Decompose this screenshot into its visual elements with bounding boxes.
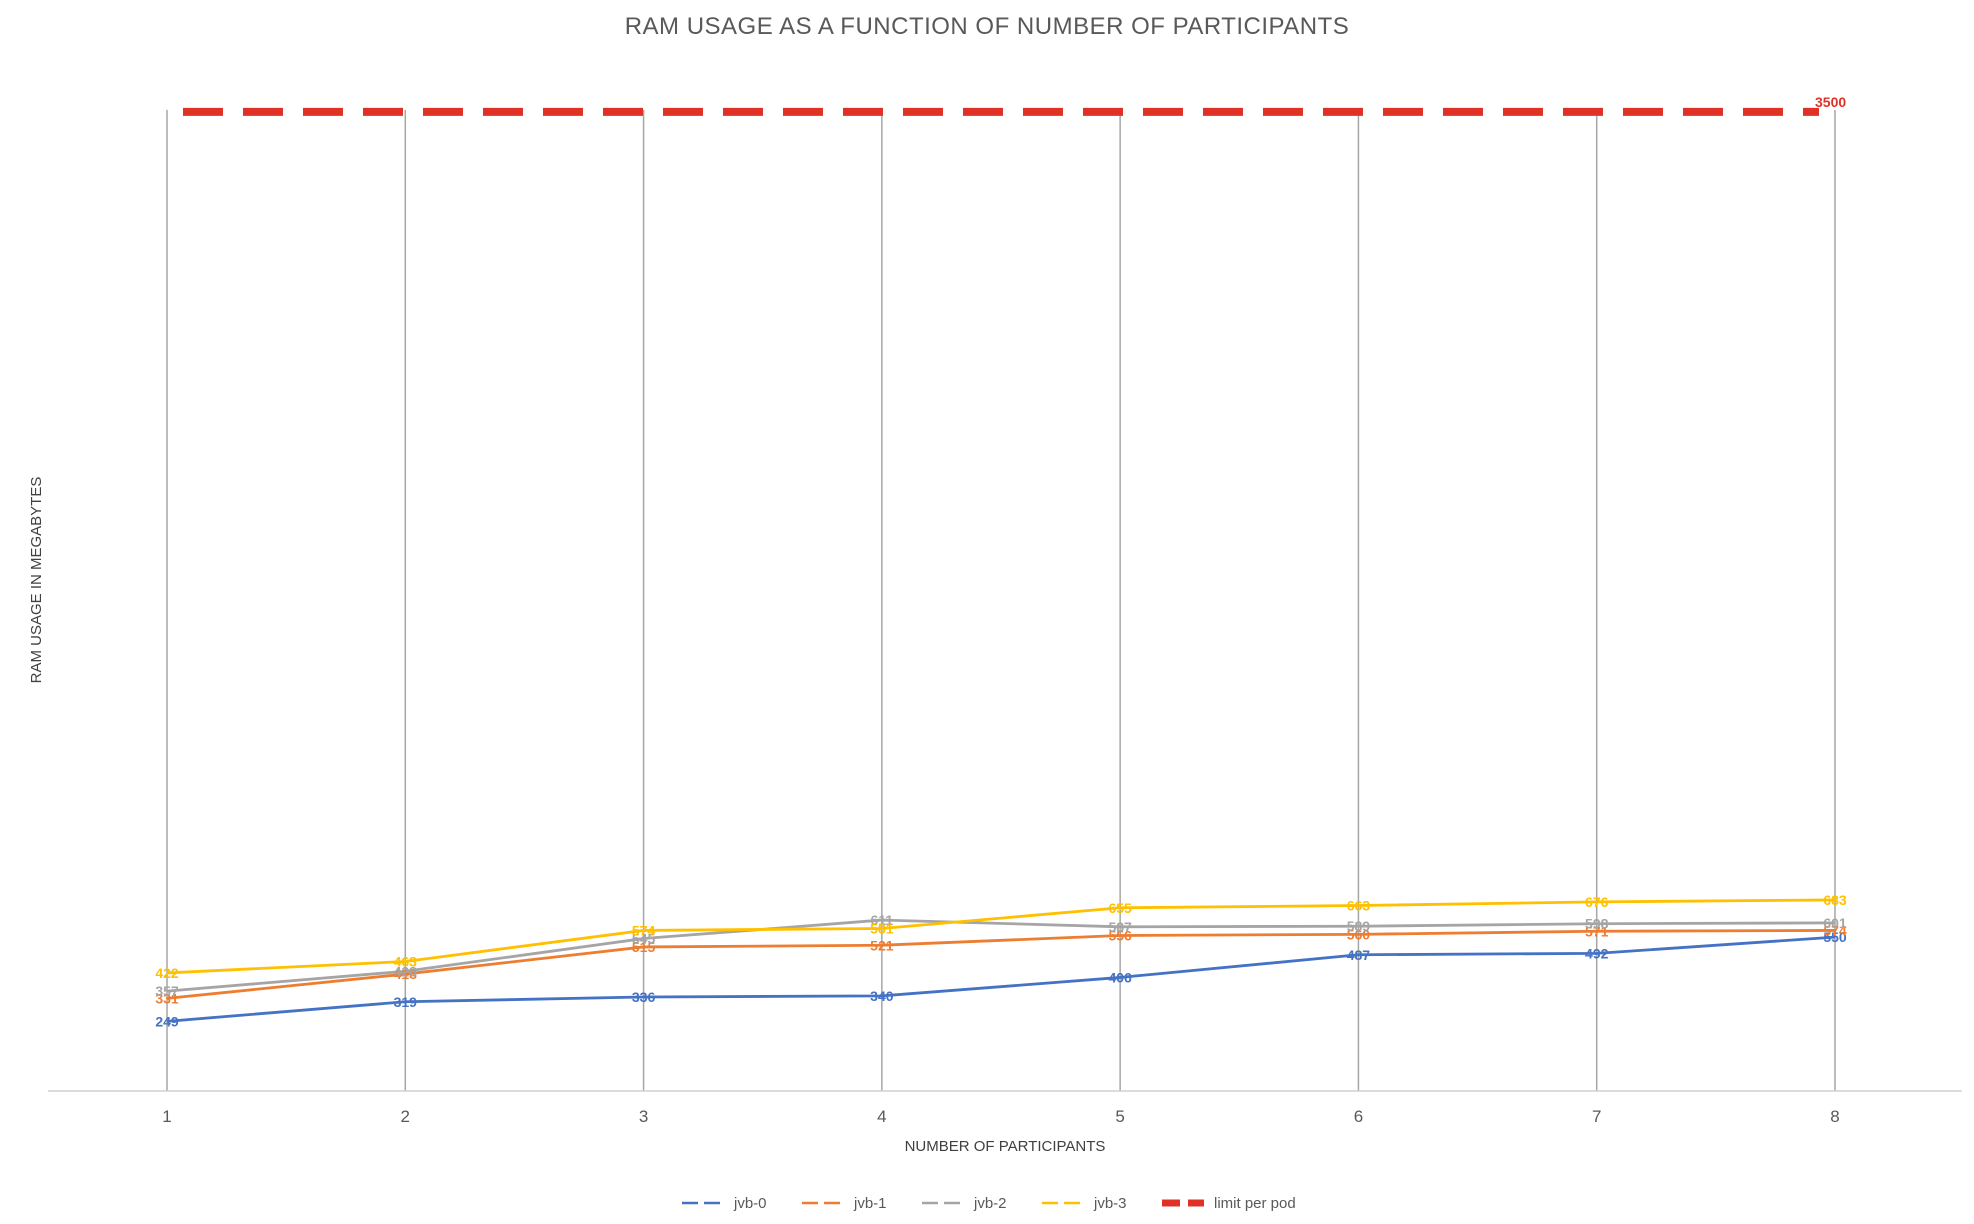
legend-item-jvb-1: jvb-1: [802, 1195, 887, 1212]
data-label-jvb-0: 336: [632, 989, 656, 1005]
chart-title: RAM USAGE AS A FUNCTION OF NUMBER OF PAR…: [625, 13, 1350, 40]
data-label-jvb-2: 589: [1347, 918, 1371, 934]
data-label-jvb-3: 581: [870, 920, 894, 936]
data-label-jvb-1: 556: [1108, 927, 1132, 943]
data-label-jvb-0: 340: [870, 988, 894, 1004]
data-label-jvb-2: 598: [1585, 916, 1609, 932]
x-tick-label: 4: [877, 1107, 886, 1126]
x-axis-title: NUMBER OF PARTICIPANTS: [905, 1138, 1106, 1155]
x-tick-labels: 1 2 3 4 5 6 7 8: [162, 1107, 1839, 1126]
data-label-jvb-1: 418: [394, 966, 418, 982]
x-tick-label: 5: [1115, 1107, 1124, 1126]
data-label-jvb-1: 515: [632, 939, 656, 955]
data-label-jvb-1: 521: [870, 937, 894, 953]
data-label-jvb-2: 587: [1108, 919, 1132, 935]
legend-item-limit-per-pod: limit per pod: [1162, 1195, 1296, 1212]
series-line-jvb-2: [166, 918, 1836, 993]
series-layer: [166, 107, 1836, 1023]
gridlines: [166, 109, 1836, 1091]
x-tick-label: 2: [401, 1107, 410, 1126]
data-label-jvb-2: 601: [1823, 915, 1847, 931]
data-labels: 3500 249 319 336 340 406 487 492 550 331 418 515 521…: [155, 94, 1847, 1029]
series-line-jvb-0: [166, 935, 1836, 1023]
data-label-jvb-2: 611: [871, 912, 894, 928]
x-tick-label: 1: [162, 1107, 171, 1126]
data-label-jvb-0: 406: [1108, 969, 1132, 985]
series-line-jvb-1: [166, 929, 1836, 1000]
x-tick-label: 6: [1354, 1107, 1363, 1126]
data-label-jvb-1: 571: [1585, 923, 1609, 939]
data-label-jvb-1: 574: [1823, 922, 1847, 938]
data-label-jvb-0: 249: [155, 1013, 179, 1029]
x-tick-label: 7: [1592, 1107, 1601, 1126]
legend-label: jvb-1: [853, 1195, 887, 1212]
data-label-jvb-3: 422: [155, 965, 179, 981]
data-label-jvb-0: 492: [1585, 945, 1609, 961]
legend-item-jvb-0: jvb-0: [682, 1195, 767, 1212]
series-line-jvb-3: [166, 898, 1836, 975]
legend-label: jvb-0: [733, 1195, 767, 1212]
data-label-jvb-0: 550: [1823, 929, 1847, 945]
legend-label: jvb-3: [1093, 1195, 1127, 1212]
data-label-jvb-0: 487: [1347, 947, 1371, 963]
data-label-jvb-3: 463: [394, 953, 418, 969]
legend-label: jvb-2: [973, 1195, 1007, 1212]
x-tick-label: 3: [639, 1107, 648, 1126]
data-label-jvb-3: 574: [632, 922, 656, 938]
data-label-jvb-2: 428: [394, 963, 418, 979]
data-label-jvb-3: 655: [1108, 900, 1132, 916]
data-label-jvb-0: 319: [394, 994, 418, 1010]
y-axis-title: RAM USAGE IN MEGABYTES: [28, 477, 45, 684]
data-label-limit-per-pod: 3500: [1815, 94, 1846, 110]
legend: jvb-0 jvb-1 jvb-2 jvb-3 limit per pod: [682, 1195, 1296, 1212]
data-label-jvb-3: 683: [1823, 892, 1847, 908]
data-label-jvb-2: 357: [155, 983, 179, 999]
data-label-jvb-1: 331: [155, 990, 179, 1006]
legend-item-jvb-2: jvb-2: [922, 1195, 1007, 1212]
data-label-jvb-3: 663: [1347, 898, 1371, 914]
legend-label: limit per pod: [1214, 1195, 1296, 1212]
data-label-jvb-1: 560: [1347, 926, 1371, 942]
data-label-jvb-3: 676: [1585, 894, 1609, 910]
x-tick-label: 8: [1830, 1107, 1839, 1126]
data-label-jvb-2: 545: [632, 931, 656, 947]
legend-item-jvb-3: jvb-3: [1042, 1195, 1127, 1212]
